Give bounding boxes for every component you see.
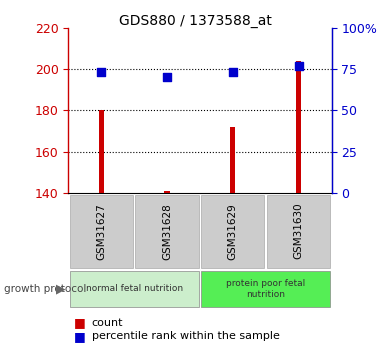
Bar <box>267 195 330 268</box>
Bar <box>69 271 199 307</box>
Text: GDS880 / 1373588_at: GDS880 / 1373588_at <box>119 14 271 28</box>
Text: ▶: ▶ <box>56 283 65 295</box>
Point <box>296 63 302 68</box>
Text: ■: ■ <box>74 316 86 329</box>
Text: protein poor fetal
nutrition: protein poor fetal nutrition <box>226 279 305 299</box>
Bar <box>201 271 330 307</box>
Point <box>98 70 104 75</box>
Bar <box>296 61 301 193</box>
Bar <box>99 110 104 193</box>
Bar <box>69 195 133 268</box>
Text: GSM31629: GSM31629 <box>228 203 238 259</box>
Text: GSM31628: GSM31628 <box>162 203 172 259</box>
Bar <box>201 195 264 268</box>
Text: growth protocol: growth protocol <box>4 284 86 294</box>
Point <box>164 75 170 80</box>
Bar <box>135 195 199 268</box>
Bar <box>230 127 236 193</box>
Text: ■: ■ <box>74 330 86 343</box>
Text: normal fetal nutrition: normal fetal nutrition <box>85 284 183 294</box>
Text: count: count <box>92 318 123 327</box>
Point <box>230 70 236 75</box>
Bar <box>164 191 170 193</box>
Text: GSM31630: GSM31630 <box>294 203 303 259</box>
Text: GSM31627: GSM31627 <box>96 203 106 259</box>
Text: percentile rank within the sample: percentile rank within the sample <box>92 332 280 341</box>
